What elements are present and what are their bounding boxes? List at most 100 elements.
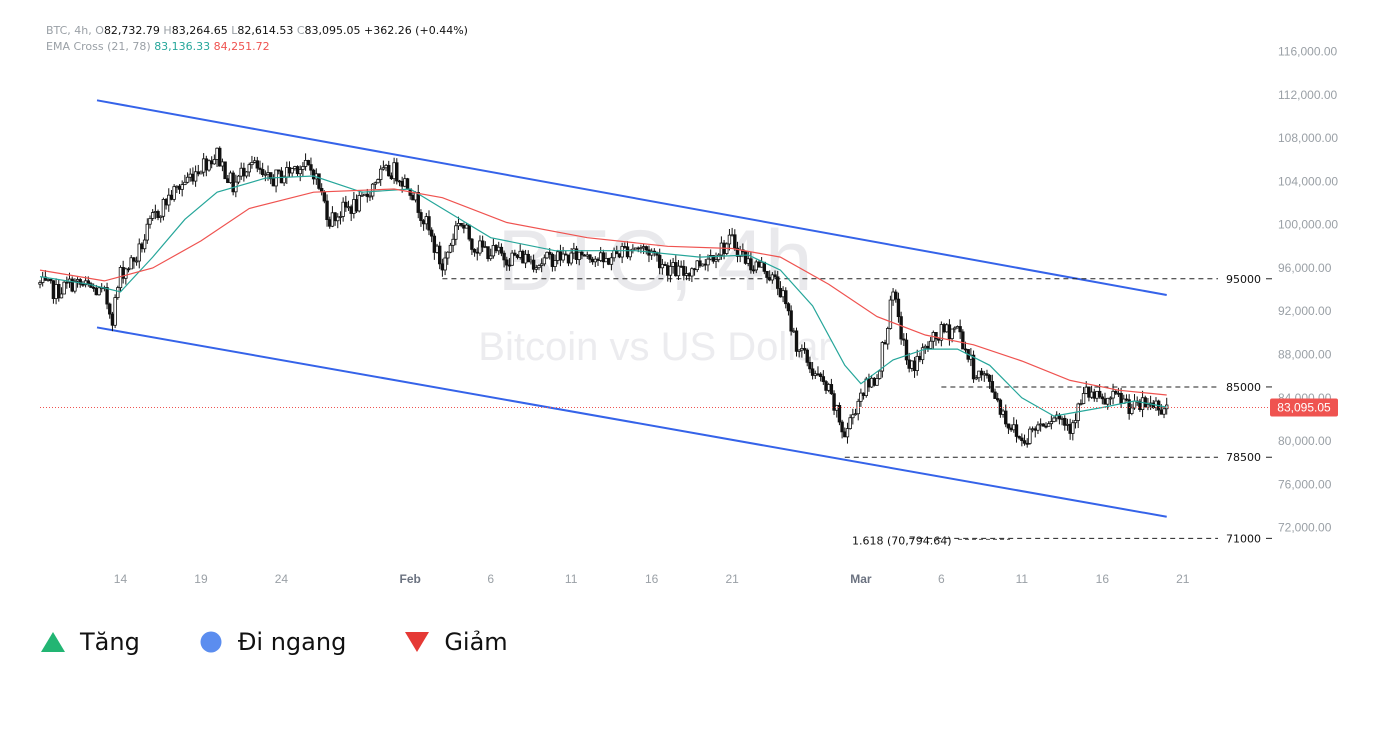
candle-body bbox=[1111, 390, 1115, 399]
candle-body bbox=[920, 347, 925, 361]
candle-body bbox=[1095, 390, 1099, 399]
candle bbox=[542, 254, 547, 267]
candle-body bbox=[462, 224, 466, 229]
candle-body bbox=[564, 253, 568, 256]
candle-body bbox=[499, 246, 504, 254]
candle-body bbox=[330, 212, 335, 227]
candle bbox=[886, 326, 890, 350]
candle bbox=[979, 368, 984, 381]
candle-body bbox=[604, 257, 608, 263]
candle bbox=[274, 169, 278, 193]
candle-body bbox=[475, 251, 479, 254]
candle bbox=[129, 255, 133, 270]
candle bbox=[835, 404, 839, 418]
candle bbox=[349, 204, 353, 222]
candle bbox=[510, 250, 514, 266]
candle-body bbox=[717, 254, 721, 261]
candle-body bbox=[472, 249, 477, 253]
candle-body bbox=[585, 254, 589, 257]
candle-body bbox=[553, 260, 557, 267]
candle bbox=[236, 174, 241, 185]
candle-body bbox=[733, 234, 737, 249]
candle bbox=[201, 153, 206, 177]
candle bbox=[845, 422, 850, 444]
candle bbox=[40, 271, 45, 287]
candle bbox=[252, 156, 257, 164]
candle bbox=[786, 302, 791, 316]
candle bbox=[239, 162, 243, 180]
candle-body bbox=[548, 251, 552, 255]
candle-body bbox=[494, 245, 498, 252]
candle bbox=[73, 278, 77, 294]
candle bbox=[244, 171, 249, 179]
candle-body bbox=[593, 258, 598, 263]
candle-body bbox=[784, 290, 788, 305]
candle-body bbox=[1006, 423, 1011, 429]
candle-body bbox=[561, 253, 565, 261]
candle bbox=[164, 197, 168, 210]
candle-body bbox=[950, 328, 954, 340]
fib-extension-label: 1.618 (70,794.64) bbox=[852, 534, 952, 547]
candle bbox=[188, 168, 192, 182]
candle-body bbox=[78, 279, 82, 285]
candle-body bbox=[1105, 397, 1110, 405]
candle-body bbox=[1022, 440, 1027, 444]
candle-body bbox=[955, 326, 960, 329]
candle-body bbox=[285, 167, 289, 178]
candle-body bbox=[215, 147, 219, 160]
candle bbox=[223, 161, 227, 180]
candle bbox=[872, 377, 877, 387]
candle bbox=[700, 263, 705, 267]
x-tick-label: 19 bbox=[194, 572, 208, 586]
candle bbox=[784, 287, 788, 309]
candle bbox=[126, 267, 131, 273]
candle-body bbox=[644, 246, 648, 251]
candle bbox=[915, 349, 919, 376]
candle-body bbox=[910, 360, 914, 369]
candle bbox=[1087, 386, 1091, 402]
candle-body bbox=[317, 173, 321, 189]
candle-body bbox=[1084, 386, 1088, 394]
candle bbox=[209, 156, 214, 169]
candle-body bbox=[38, 282, 42, 285]
candle bbox=[883, 339, 887, 345]
y-tick-label: 88,000.00 bbox=[1278, 347, 1332, 361]
candle-body bbox=[287, 167, 292, 174]
candle bbox=[853, 408, 858, 416]
candle-body bbox=[690, 268, 694, 277]
candle bbox=[609, 252, 614, 271]
candle-body bbox=[156, 211, 160, 219]
candle bbox=[1028, 426, 1032, 445]
candle-body bbox=[384, 164, 388, 169]
candle-body bbox=[596, 258, 600, 261]
candle-body bbox=[1049, 421, 1054, 425]
candle-body bbox=[877, 370, 882, 379]
candle-body bbox=[199, 171, 203, 175]
candle bbox=[1081, 386, 1086, 405]
candle-body bbox=[137, 243, 141, 262]
candle-body bbox=[432, 235, 437, 253]
candle-body bbox=[1017, 436, 1021, 439]
candle bbox=[513, 249, 517, 257]
candle bbox=[113, 294, 117, 329]
candle bbox=[137, 238, 141, 269]
candle bbox=[1073, 413, 1078, 429]
candle-body bbox=[942, 324, 946, 333]
candle-body bbox=[848, 417, 852, 430]
candle-body bbox=[816, 373, 820, 376]
candle bbox=[395, 158, 399, 185]
candle-body bbox=[376, 179, 380, 184]
candle bbox=[212, 154, 217, 165]
candle-body bbox=[467, 224, 471, 240]
candle-body bbox=[247, 164, 251, 173]
candle-body bbox=[896, 298, 901, 318]
candle-body bbox=[1116, 392, 1121, 395]
candle-body bbox=[781, 290, 785, 298]
candle-body bbox=[435, 245, 439, 253]
candle-body bbox=[153, 211, 158, 213]
candle bbox=[405, 177, 410, 190]
candle bbox=[271, 174, 276, 187]
candle bbox=[134, 256, 139, 266]
candle bbox=[325, 194, 329, 227]
legend-item-sideways: Đi ngang bbox=[198, 628, 346, 656]
